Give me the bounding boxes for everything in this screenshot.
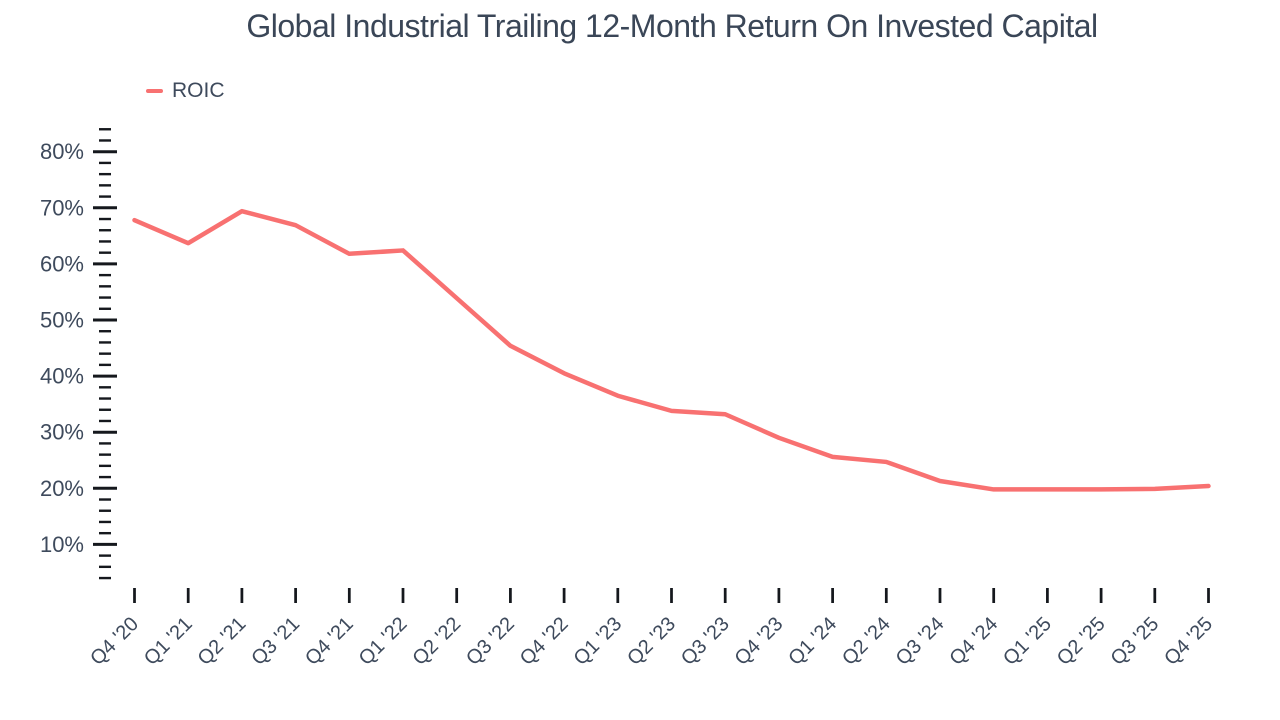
- y-axis-label: 50%: [40, 308, 84, 333]
- x-axis-label: Q3 '22: [462, 613, 519, 670]
- x-axis-label: Q1 '24: [784, 613, 841, 670]
- y-axis-label: 40%: [40, 364, 84, 389]
- x-axis-label: Q3 '24: [892, 613, 949, 670]
- x-axis-label: Q4 '20: [86, 613, 143, 670]
- x-axis-label: Q1 '22: [355, 613, 412, 670]
- x-axis-label: Q1 '25: [999, 613, 1056, 670]
- legend-label: ROIC: [172, 79, 225, 102]
- y-axis-label: 60%: [40, 251, 84, 276]
- x-axis-label: Q2 '21: [194, 613, 251, 670]
- legend-item-roic[interactable]: ROIC: [146, 79, 225, 103]
- x-axis-label: Q2 '24: [838, 613, 895, 670]
- y-axis-label: 30%: [40, 420, 84, 445]
- x-axis-label: Q4 '21: [301, 613, 358, 670]
- x-axis-label: Q1 '21: [140, 613, 197, 670]
- x-axis-label: Q4 '22: [516, 613, 573, 670]
- y-axis-label: 20%: [40, 476, 84, 501]
- x-axis-label: Q2 '22: [408, 613, 465, 670]
- x-axis-label: Q4 '24: [945, 613, 1002, 670]
- x-axis-label: Q1 '23: [570, 613, 627, 670]
- x-axis-label: Q4 '23: [731, 613, 788, 670]
- y-axis-label: 80%: [40, 139, 84, 164]
- y-axis-label: 70%: [40, 195, 84, 220]
- x-axis-label: Q2 '25: [1053, 613, 1110, 670]
- chart-title: Global Industrial Trailing 12-Month Retu…: [246, 8, 1098, 44]
- legend: ROIC: [146, 79, 225, 103]
- x-axis-label: Q4 '25: [1160, 613, 1217, 670]
- x-axis-label: Q2 '23: [623, 613, 680, 670]
- x-axis-label: Q3 '25: [1107, 613, 1164, 670]
- roic-line: [132, 208, 1211, 492]
- legend-line-swatch: [146, 88, 163, 94]
- x-axis-label: Q3 '23: [677, 613, 734, 670]
- y-axis-label: 10%: [40, 532, 84, 557]
- x-axis-label: Q3 '21: [247, 613, 304, 670]
